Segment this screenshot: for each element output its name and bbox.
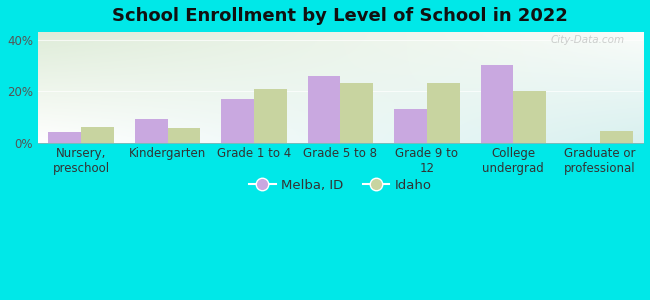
Bar (427, 83, 460, 142)
Bar (135, 119, 168, 142)
Bar (48, 132, 81, 142)
Bar (254, 88, 287, 142)
Bar (341, 83, 373, 142)
Bar (394, 109, 427, 142)
Legend: Melba, ID, Idaho: Melba, ID, Idaho (244, 173, 437, 197)
Bar (168, 128, 200, 142)
Text: City-Data.com: City-Data.com (551, 35, 625, 45)
Bar (307, 76, 341, 142)
Bar (514, 91, 546, 142)
Bar (81, 127, 114, 142)
Bar (600, 131, 632, 142)
Title: School Enrollment by Level of School in 2022: School Enrollment by Level of School in … (112, 7, 568, 25)
Bar (221, 99, 254, 142)
Bar (480, 65, 514, 142)
